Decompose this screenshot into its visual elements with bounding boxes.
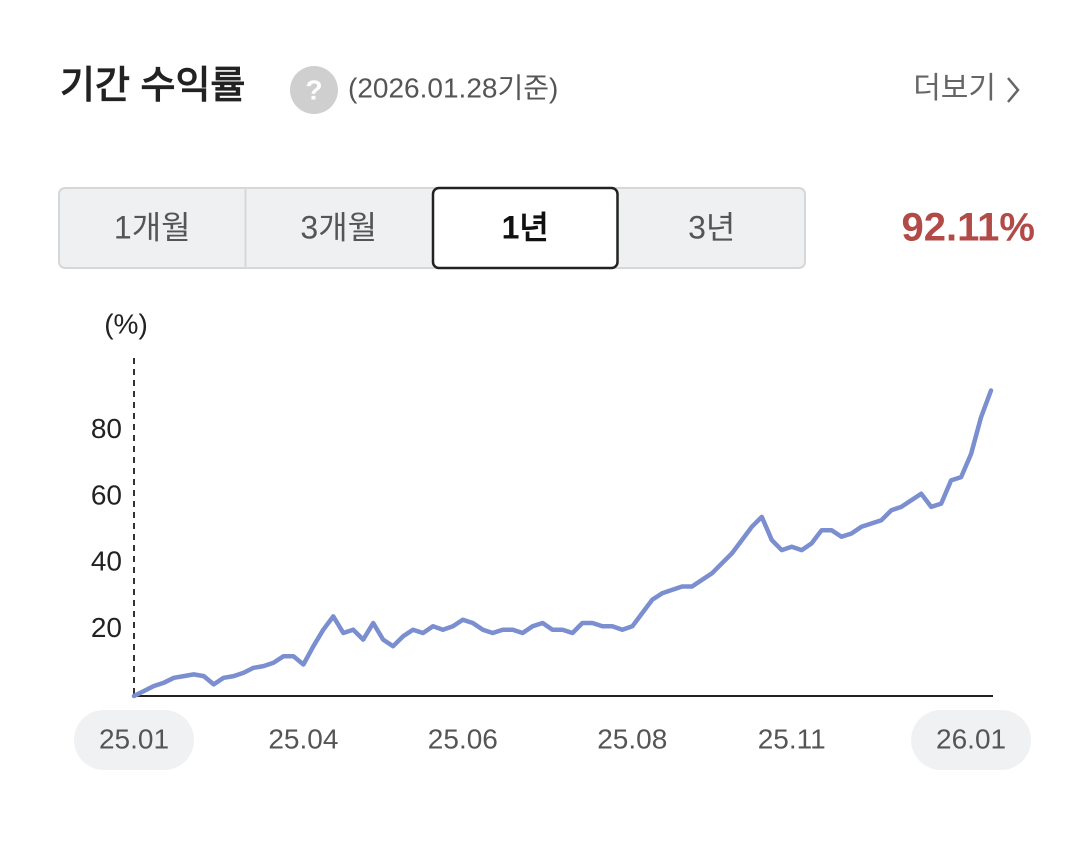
x-tick-label: 25.04 bbox=[268, 723, 338, 754]
y-axis-label: (%) bbox=[104, 308, 148, 339]
help-icon[interactable]: ? bbox=[305, 74, 322, 105]
return-line bbox=[131, 388, 994, 699]
x-tick-label: 25.11 bbox=[758, 723, 826, 754]
y-tick-label: 60 bbox=[91, 479, 122, 510]
x-tick-label: 26.01 bbox=[936, 723, 1006, 754]
x-tick-label: 25.06 bbox=[428, 723, 498, 754]
period-return: 92.11% bbox=[902, 206, 1035, 250]
more-link[interactable]: 더보기 bbox=[913, 72, 996, 105]
tab-label[interactable]: 1년 bbox=[502, 209, 549, 245]
base-date: (2026.01.28기준) bbox=[348, 72, 558, 103]
y-tick-label: 20 bbox=[91, 612, 122, 643]
tab-label[interactable]: 3개월 bbox=[300, 209, 377, 245]
x-tick-label: 25.01 bbox=[99, 723, 169, 754]
help-button[interactable] bbox=[290, 66, 338, 114]
title: 기간 수익률 bbox=[60, 65, 245, 107]
x-tick-label: 25.08 bbox=[597, 723, 667, 754]
tab-label[interactable]: 3년 bbox=[688, 209, 735, 245]
tab-label[interactable]: 1개월 bbox=[114, 209, 191, 245]
x-label-pill bbox=[74, 710, 194, 770]
tab-group: 1개월 3개월 1년 3년 bbox=[58, 186, 806, 270]
chart: (%) 20 40 60 80 25.01 25.04 25.06 25.08 25.11 26.0… bbox=[74, 308, 1032, 770]
x-label-pill bbox=[911, 710, 1032, 770]
y-tick-label: 40 bbox=[91, 546, 122, 577]
y-tick-label: 80 bbox=[91, 413, 122, 444]
tab-selected[interactable] bbox=[431, 186, 619, 270]
more-chevron[interactable] bbox=[1007, 77, 1020, 103]
